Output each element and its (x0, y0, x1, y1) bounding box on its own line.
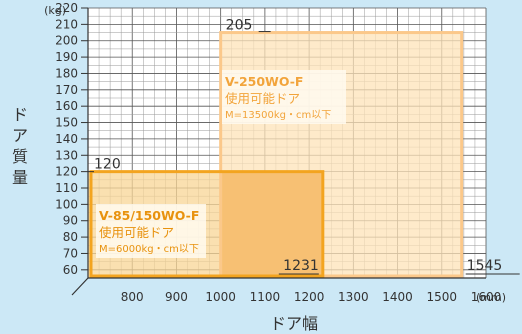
y-tick-label: 210 (55, 17, 78, 31)
region-label-background (96, 204, 206, 258)
region-limit-label: 1231 (283, 258, 319, 274)
x-tick-label: 1600 (471, 290, 502, 304)
y-tick-label: 70 (63, 246, 78, 260)
y-tick-label: 100 (55, 197, 78, 211)
y-tick-label: 180 (55, 66, 78, 80)
y-tick-label: 60 (63, 263, 78, 277)
y-tick-label: 160 (55, 99, 78, 113)
region-overlap (220, 171, 323, 278)
y-axis-title-char: 量 (12, 168, 28, 187)
region-subtitle: 使用可能ドア (99, 225, 174, 240)
x-tick-label: 1500 (427, 290, 458, 304)
x-tick-label: 1200 (294, 290, 325, 304)
x-tick-label: 1000 (205, 290, 236, 304)
region-limit-label: 120 (94, 157, 121, 173)
region-limit-label: 205 (226, 18, 253, 34)
region-border (219, 31, 464, 278)
x-tick-label: 1100 (250, 290, 281, 304)
x-axis-title: ドア幅 (270, 314, 318, 333)
region-label-background (222, 70, 346, 124)
y-tick-label: 220 (55, 1, 78, 15)
x-tick-label: 900 (165, 290, 188, 304)
y-axis-title-char: ア (12, 126, 28, 145)
x-tick-label: 1300 (338, 290, 369, 304)
y-tick-label: 90 (63, 214, 78, 228)
region-model-name: V-85/150WO-F (99, 208, 199, 223)
y-axis-title: ドア質量 (12, 105, 28, 187)
y-tick-label: 190 (55, 50, 78, 64)
y-tick-label: 130 (55, 148, 78, 162)
y-axis-title-char: ド (12, 105, 28, 124)
axes: 60 70 80 90 100 110 120 130 140 150 160 170 180 190 20… (55, 1, 501, 304)
region-labels: 205 120 1231 1545 V-250WO-F 使用可能ドア M=13500kg・c… (88, 18, 520, 275)
y-tick-label: 120 (55, 165, 78, 179)
y-tick-label: 200 (55, 34, 78, 48)
x-tick-label: 800 (121, 290, 144, 304)
region-model-name: V-250WO-F (225, 74, 303, 89)
y-axis-title-char: 質 (12, 147, 28, 166)
x-unit-label: (mm) (476, 291, 506, 304)
y-tick-label: 140 (55, 132, 78, 146)
y-tick-label: 110 (55, 181, 78, 195)
region-border (89, 170, 325, 278)
y-unit-label: (kg) (44, 4, 66, 17)
y-tick-label: 170 (55, 83, 78, 97)
x-tick-label: 1400 (382, 290, 413, 304)
region-condition: M=6000kg・cm以下 (99, 244, 199, 255)
y-tick-label: 80 (63, 230, 78, 244)
region-subtitle: 使用可能ドア (225, 91, 300, 106)
region-limit-label: 1545 (467, 258, 503, 274)
region-condition: M=13500kg・cm以下 (225, 110, 331, 121)
y-tick-label: 150 (55, 116, 78, 130)
axis-break-line (71, 277, 89, 296)
regions (88, 31, 464, 278)
